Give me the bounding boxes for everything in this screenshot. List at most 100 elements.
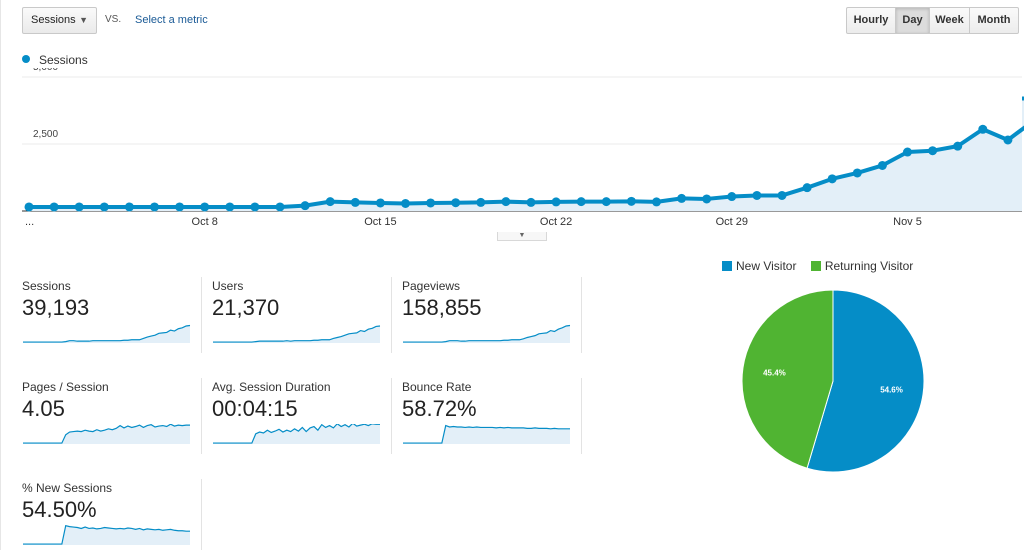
sessions-legend-dot: [22, 55, 30, 63]
data-point[interactable]: [777, 190, 787, 200]
scorecard-divider: [581, 277, 582, 353]
sparkline: [213, 325, 381, 343]
data-point[interactable]: [175, 202, 185, 212]
sparkline-area: [23, 325, 190, 343]
pie-slice[interactable]: [806, 289, 925, 473]
data-point[interactable]: [1003, 135, 1013, 145]
sparkline: [403, 324, 571, 343]
x-tick-label: Oct 22: [540, 216, 572, 228]
data-point[interactable]: [99, 202, 109, 212]
day-button[interactable]: Day: [895, 7, 930, 34]
returning-visitor-swatch: [810, 261, 821, 271]
pie-slice-label: 54.6%: [880, 386, 903, 395]
scorecard-divider: [201, 479, 202, 550]
month-button[interactable]: Month: [969, 7, 1019, 34]
scorecard-value: 58.72%: [402, 396, 477, 421]
scorecard-bounce-rate[interactable]: Bounce Rate 58.72%: [402, 380, 572, 458]
scorecard-value: 4.05: [22, 396, 65, 421]
scorecard-divider: [391, 277, 392, 353]
scorecard-pages-per-session[interactable]: Pages / Session 4.05: [22, 380, 192, 458]
data-point[interactable]: [225, 202, 235, 212]
data-point[interactable]: [727, 192, 737, 202]
pie-legend-item-new-visitor[interactable]: New Visitor: [722, 259, 796, 273]
data-point[interactable]: [124, 202, 134, 212]
x-tick-label: Nov 5: [893, 216, 922, 228]
data-point[interactable]: [702, 194, 712, 204]
scorecard-sessions[interactable]: Sessions 39,193: [22, 279, 192, 357]
data-point[interactable]: [49, 202, 59, 212]
sparkline: [23, 424, 190, 444]
granularity-button-group: Hourly Day Week Month: [846, 7, 1019, 34]
data-point[interactable]: [200, 202, 210, 212]
x-tick-label: ...: [25, 216, 34, 228]
data-point[interactable]: [551, 197, 561, 207]
scorecard-avg-session-duration[interactable]: Avg. Session Duration 00:04:15: [212, 380, 382, 458]
scorecard-label: Pageviews: [402, 279, 461, 293]
data-point[interactable]: [325, 197, 335, 207]
scorecard-label: % New Sessions: [22, 481, 113, 495]
x-tick-label: Oct 8: [192, 216, 218, 228]
sparkline-area: [23, 525, 190, 545]
scorecard-new-sessions[interactable]: % New Sessions 54.50%: [22, 481, 192, 559]
sparkline: [213, 424, 380, 444]
scorecard-value: 39,193: [22, 295, 90, 320]
sparkline-line: [403, 424, 570, 444]
data-point[interactable]: [626, 196, 636, 206]
data-point[interactable]: [576, 197, 586, 207]
data-point[interactable]: [953, 141, 963, 151]
data-point[interactable]: [300, 201, 310, 211]
data-point[interactable]: [601, 197, 611, 207]
y-tick-label: 2,500: [33, 129, 58, 140]
data-point[interactable]: [852, 168, 862, 178]
data-point[interactable]: [476, 197, 486, 207]
scorecard-divider: [201, 378, 202, 454]
data-point[interactable]: [928, 146, 938, 156]
data-point[interactable]: [401, 198, 410, 208]
scorecard-label: Bounce Rate: [402, 380, 472, 394]
data-point[interactable]: [350, 197, 360, 207]
data-point[interactable]: [275, 202, 285, 212]
sparkline: [23, 525, 190, 545]
sparkline-line: [403, 324, 571, 343]
data-point[interactable]: [24, 202, 34, 212]
sessions-area: [29, 98, 1024, 211]
scorecard-label: Users: [212, 279, 244, 293]
data-point[interactable]: [526, 197, 536, 207]
sparkline-line: [23, 424, 190, 444]
scorecard-users[interactable]: Users 21,370: [212, 279, 382, 357]
data-point[interactable]: [827, 174, 837, 184]
data-point[interactable]: [250, 202, 260, 212]
scorecard-divider: [201, 277, 202, 353]
y-tick-label: 5,000: [33, 68, 58, 73]
pie-legend-item-returning-visitor[interactable]: Returning Visitor: [810, 259, 914, 273]
select-a-metric-link[interactable]: Select a metric: [135, 14, 208, 26]
data-point[interactable]: [501, 197, 511, 207]
sparkline-area: [213, 325, 380, 343]
data-point[interactable]: [877, 160, 887, 170]
pie-slice-label: 45.4%: [763, 368, 786, 377]
data-point[interactable]: [978, 124, 988, 134]
chart-resize-handle[interactable]: ▼: [497, 232, 547, 241]
scorecard-divider: [581, 378, 582, 454]
pie-slice[interactable]: [741, 289, 834, 469]
data-point[interactable]: [752, 190, 762, 200]
metric-select[interactable]: Sessions ▼: [22, 7, 97, 34]
sparkline-line: [213, 325, 381, 343]
scorecard-label: Pages / Session: [22, 380, 109, 394]
sparkline-area: [403, 325, 570, 343]
data-point[interactable]: [150, 202, 159, 212]
week-button[interactable]: Week: [929, 7, 970, 34]
data-point[interactable]: [802, 183, 812, 193]
scorecard-pageviews[interactable]: Pageviews 158,855: [402, 279, 572, 357]
pie-legend: New Visitor Returning Visitor: [722, 259, 924, 273]
data-point[interactable]: [74, 202, 84, 212]
hourly-button[interactable]: Hourly: [846, 7, 896, 34]
data-point[interactable]: [426, 198, 436, 208]
data-point[interactable]: [652, 197, 661, 207]
data-point[interactable]: [903, 147, 912, 157]
data-point[interactable]: [451, 198, 461, 208]
pie-legend-label: Returning Visitor: [824, 259, 914, 273]
data-point[interactable]: [375, 198, 385, 208]
visitor-type-pie-chart: 54.6% 45.4%: [741, 289, 925, 473]
data-point[interactable]: [677, 193, 687, 203]
